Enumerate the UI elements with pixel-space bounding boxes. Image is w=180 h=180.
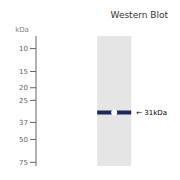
svg-text:75: 75 <box>19 159 28 167</box>
svg-text:50: 50 <box>19 136 28 144</box>
svg-text:25: 25 <box>19 97 28 105</box>
svg-text:← 31kDa: ← 31kDa <box>136 109 167 117</box>
svg-text:kDa: kDa <box>15 26 29 34</box>
svg-text:37: 37 <box>19 119 28 127</box>
html-text:Western Blot: Western Blot <box>110 10 168 20</box>
svg-text:10: 10 <box>19 45 28 53</box>
svg-text:20: 20 <box>19 84 28 92</box>
svg-text:15: 15 <box>19 68 28 76</box>
